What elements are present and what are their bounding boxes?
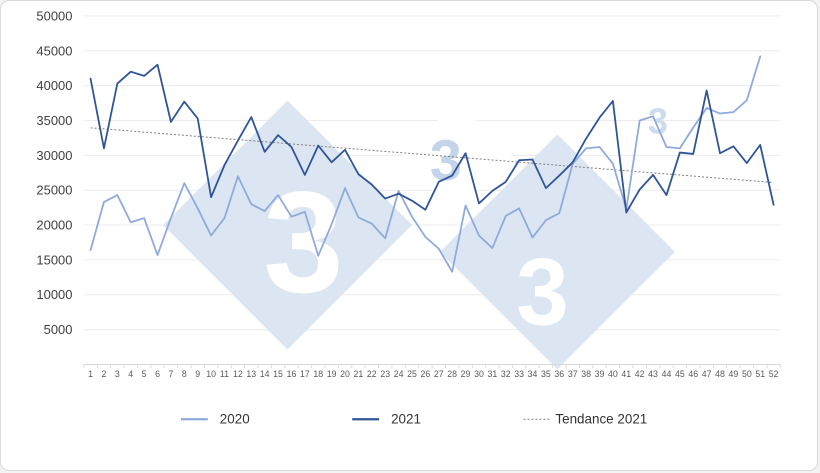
x-axis-label: 2 xyxy=(102,369,107,379)
watermark-digit: 3 xyxy=(516,240,569,346)
legend-label: 2021 xyxy=(391,412,421,427)
x-axis-label: 32 xyxy=(501,369,511,379)
legend-item-2020: 2020 xyxy=(180,412,250,427)
x-axis-label: 5 xyxy=(142,369,147,379)
x-axis-label: 3 xyxy=(115,369,120,379)
x-axis-label: 30 xyxy=(474,369,484,379)
x-axis-label: 19 xyxy=(327,369,337,379)
x-axis-label: 52 xyxy=(769,369,779,379)
series-line-2020 xyxy=(89,55,762,273)
y-axis-label: 10000 xyxy=(36,287,72,302)
legend-label: Tendance 2021 xyxy=(555,412,647,427)
series-line-2021 xyxy=(89,63,775,214)
x-axis-label: 16 xyxy=(287,369,297,379)
watermark-digit: 3 xyxy=(648,101,668,141)
x-axis-label: 45 xyxy=(675,369,685,379)
x-axis-label: 27 xyxy=(434,369,444,379)
x-axis-label: 33 xyxy=(514,369,524,379)
legend-item-2021: 2021 xyxy=(352,412,421,427)
x-axis-label: 39 xyxy=(595,369,605,379)
watermark-digit: 3 xyxy=(263,161,343,323)
x-axis-label: 17 xyxy=(300,369,310,379)
x-axis-label: 38 xyxy=(581,369,591,379)
x-axis-label: 4 xyxy=(128,369,133,379)
x-axis-label: 44 xyxy=(662,369,672,379)
x-axis-label: 36 xyxy=(554,369,564,379)
y-axis-label: 35000 xyxy=(36,113,72,128)
y-axis-label: 50000 xyxy=(36,8,72,23)
watermark-digit: 3 xyxy=(430,129,462,193)
y-axis-label: 40000 xyxy=(36,78,72,93)
y-axis-label: 20000 xyxy=(36,218,72,233)
x-axis-label: 34 xyxy=(528,369,538,379)
x-axis-label: 26 xyxy=(421,369,431,379)
x-axis-label: 14 xyxy=(260,369,270,379)
y-axis-label: 25000 xyxy=(36,183,72,198)
x-axis-label: 37 xyxy=(568,369,578,379)
legend: 2020 2021 Tendance 2021 xyxy=(180,412,647,427)
x-axis-label: 8 xyxy=(182,369,187,379)
x-axis-label: 22 xyxy=(367,369,377,379)
x-axis-label: 43 xyxy=(648,369,658,379)
x-axis-label: 51 xyxy=(755,369,765,379)
x-axis-label: 12 xyxy=(233,369,243,379)
x-axis-label: 9 xyxy=(195,369,200,379)
x-axis-label: 23 xyxy=(380,369,390,379)
x-axis-label: 6 xyxy=(155,369,160,379)
x-axis-label: 50 xyxy=(742,369,752,379)
y-axis-label: 45000 xyxy=(36,43,72,58)
x-axis-labels: 1 2 3 4 5 6 7 8 9 10 11 12 13 14 15 16 17 18 19 20 21 22 23 24 2… xyxy=(88,369,778,379)
x-axis-label: 24 xyxy=(394,369,404,379)
legend-item-tendance-2021: Tendance 2021 xyxy=(523,412,647,427)
y-axis-label: 15000 xyxy=(36,252,72,267)
y-axis-labels: 50000 45000 40000 35000 30000 25000 20000 15000… xyxy=(36,8,72,337)
x-axis-label: 7 xyxy=(168,369,173,379)
x-axis-label: 47 xyxy=(702,369,712,379)
x-axis-label: 20 xyxy=(340,369,350,379)
x-axis-label: 1 xyxy=(88,369,93,379)
x-axis-label: 18 xyxy=(313,369,323,379)
x-axis-ticks xyxy=(83,364,781,368)
x-axis-label: 21 xyxy=(354,369,364,379)
watermark-333-logo: 3 333 xyxy=(163,100,675,370)
x-axis-label: 35 xyxy=(541,369,551,379)
x-axis-label: 42 xyxy=(635,369,645,379)
x-axis-label: 25 xyxy=(407,369,417,379)
x-axis-label: 41 xyxy=(621,369,631,379)
y-axis-label: 5000 xyxy=(44,322,73,337)
x-axis-label: 28 xyxy=(447,369,457,379)
legend-label: 2020 xyxy=(220,412,250,427)
x-axis-label: 49 xyxy=(729,369,739,379)
x-axis-label: 29 xyxy=(461,369,471,379)
x-axis-label: 11 xyxy=(220,369,229,379)
trend-line-2021 xyxy=(90,127,774,184)
x-axis-label: 31 xyxy=(487,369,497,379)
x-axis-label: 10 xyxy=(206,369,216,379)
x-axis-label: 13 xyxy=(246,369,256,379)
x-axis-label: 48 xyxy=(715,369,725,379)
x-axis-label: 46 xyxy=(688,369,698,379)
x-axis-label: 40 xyxy=(608,369,618,379)
y-axis-label: 30000 xyxy=(36,148,72,163)
x-axis-label: 15 xyxy=(273,369,283,379)
